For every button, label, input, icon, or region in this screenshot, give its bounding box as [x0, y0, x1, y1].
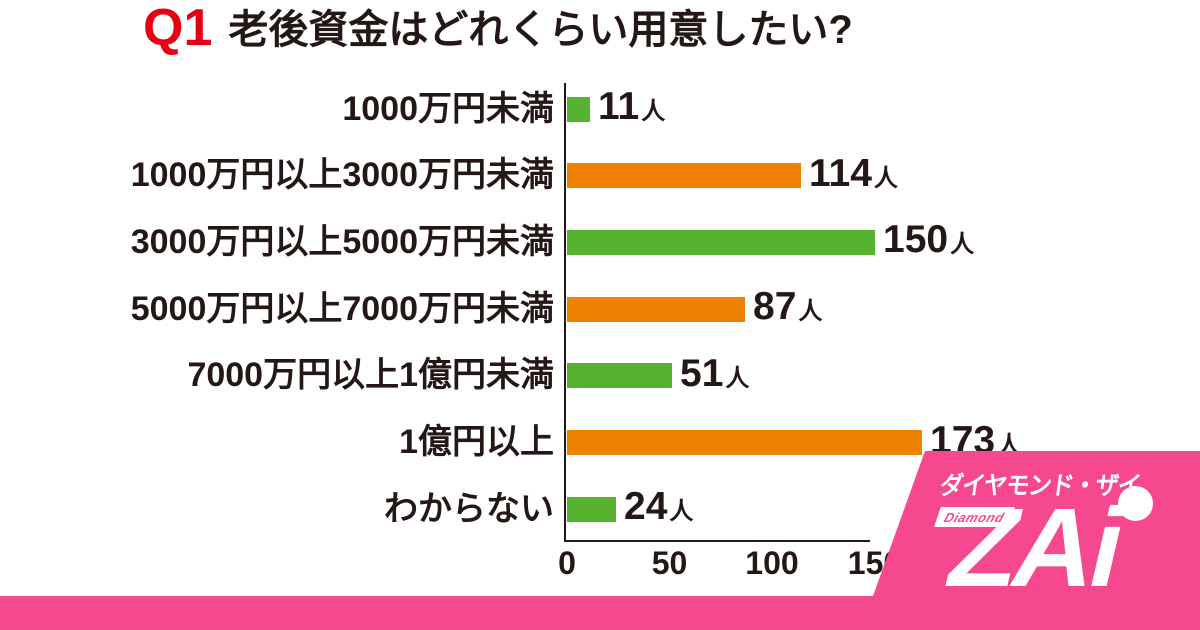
bar [567, 96, 590, 122]
question-text: 老後資金はどれくらい用意したい? [228, 8, 853, 52]
bar-category-label: 1000万円以上3000万円未満 [130, 156, 554, 195]
bar [567, 229, 875, 255]
bar-category-label: 7000万円以上1億円未満 [187, 356, 554, 395]
bar-row: 1000万円以上3000万円未満 114 人 [0, 154, 1200, 195]
bar-row: わからない 24 人 [0, 487, 1200, 528]
x-tick-label: 0 [558, 545, 576, 581]
bar [567, 430, 922, 455]
question-number: Q1 [143, 0, 213, 57]
diamond-badge: Diamond [934, 507, 1015, 527]
x-axis-line [564, 540, 870, 542]
bar-category-label: 3000万円以上5000万円未満 [130, 222, 554, 261]
bar [567, 496, 616, 522]
bar-value: 87 人 [753, 287, 823, 326]
bar-value-unit: 人 [725, 364, 750, 392]
bar-category-label: わからない [384, 489, 554, 528]
bar-value: 11 人 [598, 87, 666, 126]
bar-value: 150 人 [883, 220, 975, 259]
bar-value: 114 人 [809, 154, 898, 193]
bar-value-unit: 人 [641, 98, 666, 125]
page-title: Q1 老後資金はどれくらい用意したい? [143, 2, 853, 54]
logo-flag-shape [0, 451, 1200, 630]
bar-row: 1億円以上 173 人 [0, 421, 1200, 461]
bar-value: 51 人 [680, 354, 750, 393]
bar-value: 24 人 [624, 487, 694, 526]
bar-value-unit: 人 [669, 498, 694, 526]
bar-row: 1000万円未満 11 人 [0, 87, 1200, 128]
bar-category-label: 1000万円未満 [342, 89, 554, 128]
bar [567, 163, 801, 189]
bar-value-unit: 人 [798, 298, 823, 326]
x-tick-label: 100 [745, 545, 799, 581]
bar [567, 363, 672, 389]
x-tick-label: 50 [651, 545, 688, 581]
bar-category-label: 5000万円以上7000万円未満 [130, 289, 554, 328]
bar-row: 5000万円以上7000万円未満 87 人 [0, 287, 1200, 328]
bar-category-label: 1億円以上 [399, 423, 554, 461]
bar-row: 7000万円以上1億円未満 51 人 [0, 354, 1200, 395]
logo-i-dot-icon [1118, 486, 1153, 521]
bar-row: 3000万円以上5000万円未満 150 人 [0, 220, 1200, 261]
bar [567, 296, 745, 322]
bar-value-unit: 人 [950, 231, 975, 259]
bar-value-unit: 人 [873, 164, 898, 192]
diamond-badge-label: Diamond [942, 509, 1007, 525]
y-axis-line [564, 83, 566, 542]
